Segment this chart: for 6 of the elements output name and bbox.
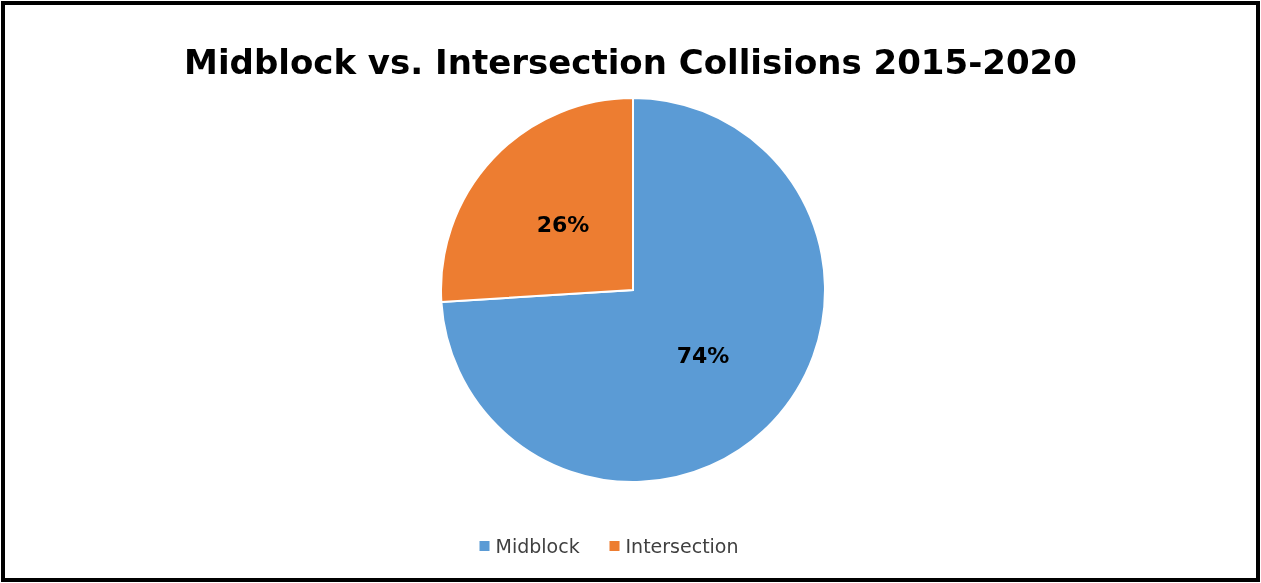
data-label: 74% (676, 343, 730, 369)
legend-label: Intersection (625, 535, 739, 557)
chart-title: Midblock vs. Intersection Collisions 2015-2020 (184, 42, 1077, 82)
legend-label: Midblock (495, 535, 580, 557)
data-label: 26% (536, 211, 590, 237)
pie-slice (440, 97, 826, 483)
